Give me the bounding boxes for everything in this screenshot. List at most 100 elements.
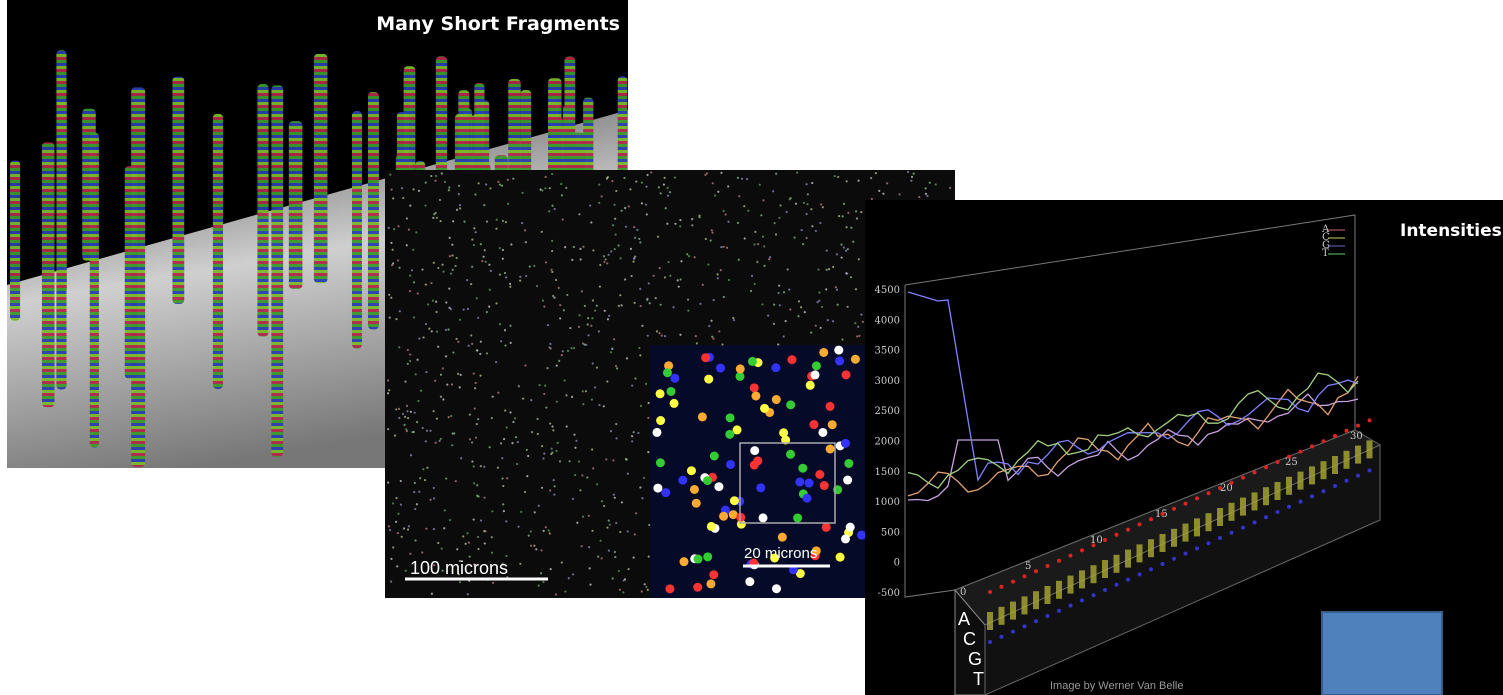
cluster-dot [402, 413, 404, 415]
cluster-dot [557, 442, 559, 444]
cluster-dot [610, 351, 612, 353]
cluster-dot [535, 548, 537, 550]
base-signal [1345, 479, 1349, 483]
cluster-dot [798, 300, 800, 302]
cluster-dot [485, 261, 487, 263]
cluster-dot [751, 275, 753, 277]
cluster-dot [505, 555, 507, 557]
cluster-dot [711, 229, 713, 231]
cluster-dot [390, 189, 392, 191]
cluster-dot [502, 503, 504, 505]
cluster-dot [646, 299, 648, 301]
cluster-dot [499, 247, 501, 249]
cluster-dot [634, 256, 636, 258]
cluster-dot [832, 266, 834, 268]
cluster-dot [389, 317, 391, 319]
cluster-dot [598, 184, 600, 186]
base-signal [1264, 515, 1268, 519]
cluster-dot [407, 349, 409, 351]
cluster-dot [847, 306, 849, 308]
cluster-dot [415, 373, 417, 375]
cluster-dot [664, 177, 666, 179]
cluster-dot [413, 188, 415, 190]
cluster-dot [738, 195, 740, 197]
cluster-dot [837, 176, 839, 178]
y-tick-label: 3500 [875, 346, 900, 357]
cluster-dot [389, 174, 391, 176]
cluster-dot [822, 206, 824, 208]
base-signal [1230, 531, 1234, 535]
cluster-dot [606, 262, 608, 264]
cluster-dot [549, 187, 551, 189]
cluster-dot [819, 222, 821, 224]
cluster-dot [778, 292, 780, 294]
cluster-dot [388, 525, 390, 527]
cluster-dot [436, 418, 438, 420]
cluster-dot [633, 431, 635, 433]
cluster-dot [696, 342, 698, 344]
cluster-dot [489, 187, 491, 189]
cluster-dot [624, 578, 626, 580]
cluster-dot [597, 556, 599, 558]
cluster-dot [574, 474, 576, 476]
cluster-dot [549, 343, 551, 345]
cluster-dot [517, 526, 519, 528]
cluster-dot [582, 516, 584, 518]
cluster-dot [512, 421, 514, 423]
cluster-dot [621, 210, 623, 212]
cluster-dot [621, 501, 623, 503]
cluster-dot [783, 291, 785, 293]
cluster-dot [553, 494, 555, 496]
cluster-dot [845, 272, 847, 274]
cluster-dot [748, 357, 757, 366]
cluster-dot [437, 346, 439, 348]
cluster-dot [432, 300, 434, 302]
cluster-dot [603, 261, 605, 263]
cluster-dot [820, 327, 822, 329]
cluster-dot [499, 274, 501, 276]
cluster-dot [502, 258, 504, 260]
cluster-dot [581, 474, 583, 476]
cluster-dot [603, 405, 605, 407]
cluster-dot [404, 380, 406, 382]
base-signal [1344, 451, 1350, 469]
cluster-dot [786, 211, 788, 213]
cluster-dot [502, 220, 504, 222]
cluster-dot [497, 467, 499, 469]
cluster-dot [474, 387, 476, 389]
cluster-dot [691, 224, 693, 226]
cluster-dot [448, 288, 450, 290]
cluster-dot [406, 405, 408, 407]
cluster-dot [612, 459, 614, 461]
cluster-dot [533, 545, 535, 547]
cluster-dot [413, 491, 415, 493]
cluster-dot [408, 525, 410, 527]
cluster-dot [455, 480, 457, 482]
cluster-dot [660, 192, 662, 194]
cluster-dot [860, 211, 862, 213]
base-signal [1356, 424, 1360, 428]
cluster-dot [477, 182, 479, 184]
cluster-dot [618, 570, 620, 572]
cluster-dot [540, 549, 542, 551]
base-signal [1023, 624, 1027, 628]
cluster-dot [425, 440, 427, 442]
cluster-dot [665, 584, 674, 593]
cluster-dot [633, 556, 635, 558]
cluster-dot [518, 385, 520, 387]
cluster-dot [819, 348, 828, 357]
cluster-dot [818, 291, 820, 293]
cluster-dot [686, 253, 688, 255]
cluster-dot [488, 306, 490, 308]
cluster-dot [400, 480, 402, 482]
cluster-dot [744, 237, 746, 239]
cluster-dot [445, 477, 447, 479]
cluster-dot [387, 428, 389, 430]
cluster-dot [560, 183, 562, 185]
cluster-dot [463, 308, 465, 310]
base-signal [1276, 510, 1280, 514]
cluster-dot [644, 583, 646, 585]
cluster-dot [841, 534, 850, 543]
cluster-dot [410, 411, 412, 413]
cluster-dot [564, 590, 566, 592]
